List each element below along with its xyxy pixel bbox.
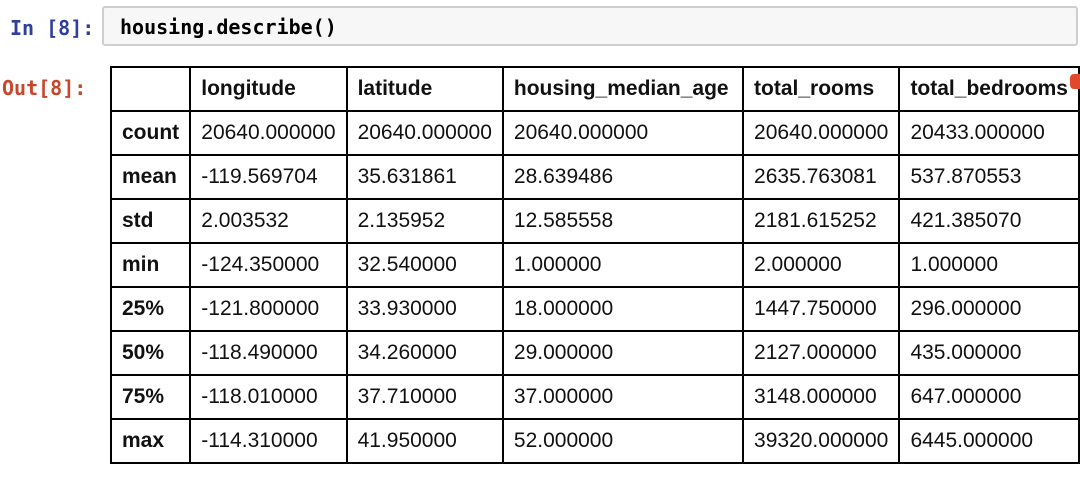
table-header-row: longitude latitude housing_median_age to… bbox=[109, 66, 1080, 112]
table-row-mean: mean -119.569704 35.631861 28.639486 263… bbox=[109, 154, 1080, 200]
table-cell: -121.800000 bbox=[189, 286, 348, 332]
input-prompt: In [8]: bbox=[10, 16, 95, 40]
table-cell: 20640.000000 bbox=[501, 110, 745, 156]
column-header-latitude: latitude bbox=[345, 66, 504, 112]
table-cell: 6445.000000 bbox=[898, 418, 1080, 464]
table-cell: 2.000000 bbox=[742, 242, 901, 288]
table-cell: -118.010000 bbox=[189, 374, 348, 420]
describe-table: longitude latitude housing_median_age to… bbox=[109, 66, 1080, 464]
table-cell: 1.000000 bbox=[898, 242, 1080, 288]
table-cell: 12.585558 bbox=[501, 198, 745, 244]
table-cell: 1447.750000 bbox=[742, 286, 901, 332]
row-label: min bbox=[109, 242, 192, 288]
row-label: count bbox=[109, 110, 192, 156]
table-row-50pct: 50% -118.490000 34.260000 29.000000 2127… bbox=[109, 330, 1080, 376]
table-cell: -118.490000 bbox=[189, 330, 348, 376]
table-row-count: count 20640.000000 20640.000000 20640.00… bbox=[109, 110, 1080, 156]
table-cell: 33.930000 bbox=[345, 286, 504, 332]
table-cell: 32.540000 bbox=[345, 242, 504, 288]
row-label: max bbox=[109, 418, 192, 464]
table-cell: 20640.000000 bbox=[742, 110, 901, 156]
table-cell: 20640.000000 bbox=[345, 110, 504, 156]
table-cell: -124.350000 bbox=[189, 242, 348, 288]
code-text[interactable]: housing.describe() bbox=[120, 15, 337, 39]
table-cell: 435.000000 bbox=[898, 330, 1080, 376]
column-header-total-bedrooms: total_bedrooms bbox=[898, 66, 1080, 112]
row-label: 25% bbox=[109, 286, 192, 332]
row-label: mean bbox=[109, 154, 192, 200]
table-row-std: std 2.003532 2.135952 12.585558 2181.615… bbox=[109, 198, 1080, 244]
table-cell: 2181.615252 bbox=[742, 198, 901, 244]
row-label: 75% bbox=[109, 374, 192, 420]
table-cell: 18.000000 bbox=[501, 286, 745, 332]
row-label: 50% bbox=[109, 330, 192, 376]
table-cell: 35.631861 bbox=[345, 154, 504, 200]
column-header-housing-median-age: housing_median_age bbox=[501, 66, 745, 112]
table-cell: 2.135952 bbox=[345, 198, 504, 244]
table-cell: 41.950000 bbox=[345, 418, 504, 464]
table-row-75pct: 75% -118.010000 37.710000 37.000000 3148… bbox=[109, 374, 1080, 420]
table-cell: 421.385070 bbox=[898, 198, 1080, 244]
table-cell: 37.000000 bbox=[501, 374, 745, 420]
table-cell: 647.000000 bbox=[898, 374, 1080, 420]
output-prompt: Out[8]: bbox=[2, 76, 87, 100]
table-cell: 28.639486 bbox=[501, 154, 745, 200]
table-cell: 20433.000000 bbox=[898, 110, 1080, 156]
red-mark-icon bbox=[1070, 74, 1080, 89]
table-cell: 2635.763081 bbox=[742, 154, 901, 200]
row-label: std bbox=[109, 198, 192, 244]
table-cell: 2.003532 bbox=[189, 198, 348, 244]
table-row-min: min -124.350000 32.540000 1.000000 2.000… bbox=[109, 242, 1080, 288]
table-cell: 20640.000000 bbox=[189, 110, 348, 156]
table-cell: 52.000000 bbox=[501, 418, 745, 464]
table-cell: -119.569704 bbox=[189, 154, 348, 200]
table-cell: 537.870553 bbox=[898, 154, 1080, 200]
table-cell: 37.710000 bbox=[345, 374, 504, 420]
table-row-25pct: 25% -121.800000 33.930000 18.000000 1447… bbox=[109, 286, 1080, 332]
column-header-longitude: longitude bbox=[189, 66, 348, 112]
table-cell: -114.310000 bbox=[189, 418, 348, 464]
table-cell: 2127.000000 bbox=[742, 330, 901, 376]
table-cell: 296.000000 bbox=[898, 286, 1080, 332]
table-row-max: max -114.310000 41.950000 52.000000 3932… bbox=[109, 418, 1080, 464]
table-cell: 39320.000000 bbox=[742, 418, 901, 464]
table-cell: 29.000000 bbox=[501, 330, 745, 376]
table-cell: 34.260000 bbox=[345, 330, 504, 376]
table-cell: 3148.000000 bbox=[742, 374, 901, 420]
corner-cell bbox=[109, 66, 192, 112]
code-cell-input[interactable]: housing.describe() bbox=[102, 6, 1078, 46]
table-cell: 1.000000 bbox=[501, 242, 745, 288]
column-header-total-rooms: total_rooms bbox=[742, 66, 901, 112]
